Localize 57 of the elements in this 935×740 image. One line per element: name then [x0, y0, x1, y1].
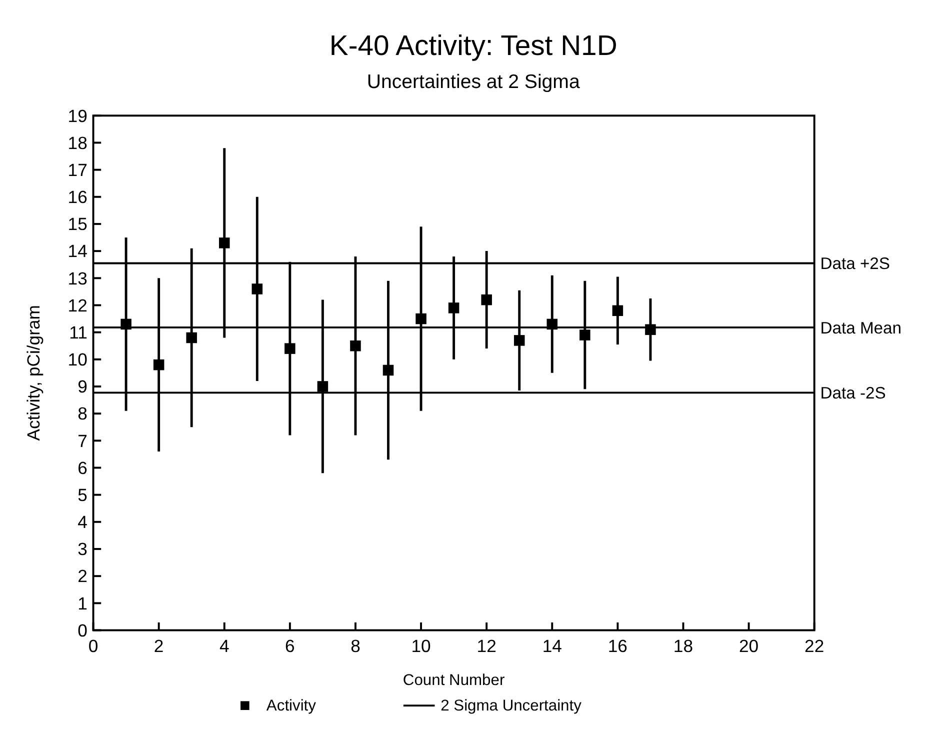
legend-label: Activity	[266, 697, 316, 714]
y-tick-label: 11	[69, 322, 88, 342]
y-tick-label: 17	[68, 160, 88, 180]
y-tick-label: 6	[78, 458, 88, 478]
point	[612, 305, 624, 316]
x-tick-label: 20	[738, 636, 759, 656]
y-tick-label: 1	[78, 593, 88, 614]
point	[546, 318, 558, 330]
y-tick-label: 12	[68, 295, 88, 316]
x-tick-label: 4	[219, 636, 230, 656]
x-tick-label: 22	[804, 636, 824, 656]
point	[382, 364, 394, 376]
y-tick-label: 5	[78, 484, 88, 505]
y-axis-title: Activity, pCi/gram	[23, 305, 44, 441]
chart-subtitle: Uncertainties at 2 Sigma	[366, 71, 580, 94]
point	[645, 324, 656, 335]
ref-line-label: Data -2S	[820, 384, 886, 403]
ref-line-label: Data +2S	[820, 254, 890, 274]
y-tick-label: 0	[78, 620, 88, 640]
point	[186, 332, 197, 344]
x-tick-label: 14	[542, 636, 562, 656]
point	[218, 238, 230, 248]
x-tick-label: 10	[411, 636, 432, 656]
chart-title: K-40 Activity: Test N1D	[329, 30, 618, 62]
y-tick-label: 19	[68, 106, 88, 126]
point	[481, 294, 492, 306]
x-axis-title: Count Number	[402, 672, 505, 690]
y-tick-label: 14	[68, 241, 88, 262]
x-tick-label: 2	[154, 636, 164, 656]
y-tick-label: 3	[78, 539, 88, 560]
y-tick-label: 15	[68, 214, 88, 234]
y-tick-label: 16	[68, 187, 88, 208]
x-tick-label: 12	[476, 636, 496, 656]
x-tick-label: 6	[285, 636, 296, 656]
point	[448, 302, 460, 314]
point	[284, 343, 296, 354]
point	[252, 284, 263, 294]
y-tick-label: 10	[68, 350, 88, 370]
y-tick-label: 18	[68, 132, 88, 153]
point	[350, 340, 361, 352]
x-tick-label: 16	[608, 636, 628, 656]
y-tick-label: 9	[78, 376, 88, 397]
y-tick-label: 4	[78, 512, 88, 532]
point	[580, 330, 590, 340]
ref-line-label: Data Mean	[820, 318, 902, 338]
y-tick-label: 13	[68, 268, 88, 288]
text: 2 Sigma Uncertainty	[440, 697, 582, 714]
point	[317, 381, 328, 392]
point	[153, 359, 164, 370]
point	[120, 318, 132, 330]
x-tick-label: 8	[350, 636, 361, 656]
y-tick-label: 2	[78, 566, 88, 586]
y-tick-label: 7	[78, 430, 88, 451]
point	[514, 335, 525, 346]
y-tick-label: 8	[78, 404, 88, 424]
x-tick-label: 18	[673, 636, 694, 656]
point	[416, 313, 426, 324]
